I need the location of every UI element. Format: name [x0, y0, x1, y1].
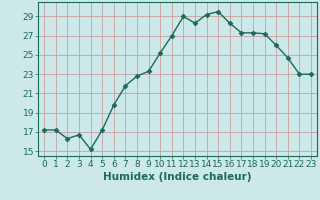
X-axis label: Humidex (Indice chaleur): Humidex (Indice chaleur) — [103, 172, 252, 182]
